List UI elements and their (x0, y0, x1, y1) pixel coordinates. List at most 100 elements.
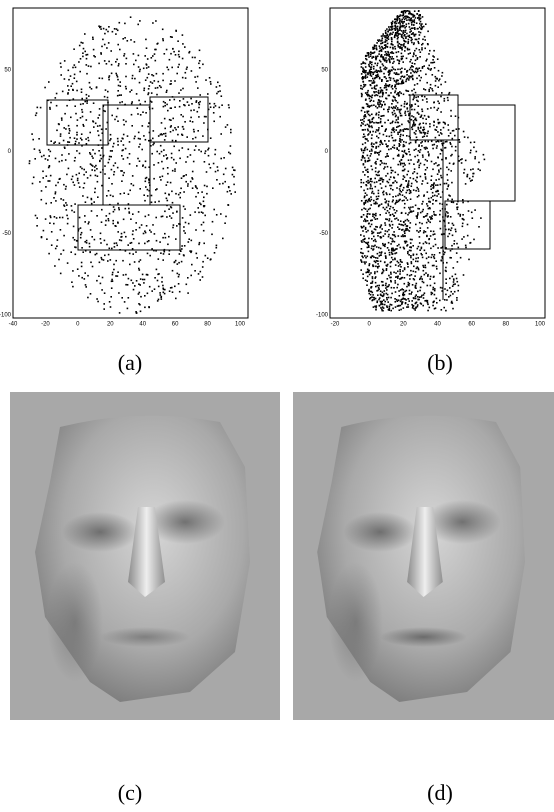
point (381, 35, 383, 37)
point (116, 242, 118, 244)
point (391, 227, 393, 229)
point (161, 296, 163, 298)
point (379, 227, 381, 229)
point (364, 196, 366, 198)
point (88, 65, 90, 67)
point (208, 164, 210, 166)
point (463, 236, 465, 238)
point (376, 290, 378, 292)
point (191, 250, 193, 252)
point (402, 270, 404, 272)
point (449, 287, 451, 289)
point (446, 204, 448, 206)
point (213, 163, 215, 165)
point (474, 156, 476, 158)
point (470, 150, 472, 152)
point (397, 276, 399, 278)
point (420, 287, 422, 289)
point (404, 50, 406, 52)
point (100, 28, 102, 30)
point (369, 115, 371, 117)
point (387, 31, 389, 33)
point (378, 266, 380, 268)
point (378, 171, 380, 173)
point (428, 116, 430, 118)
point (187, 277, 189, 279)
point (190, 117, 192, 119)
point (432, 234, 434, 236)
point (429, 278, 431, 280)
point (375, 286, 377, 288)
point-cloud (29, 16, 236, 313)
point (431, 215, 433, 217)
point (102, 277, 104, 279)
point (51, 231, 53, 233)
point (384, 76, 386, 78)
point (114, 243, 116, 245)
point (165, 154, 167, 156)
point (421, 203, 423, 205)
point (397, 271, 399, 273)
point (162, 259, 164, 261)
point (399, 194, 401, 196)
point (146, 64, 148, 66)
point (370, 187, 372, 189)
point (156, 73, 158, 75)
point (107, 31, 109, 33)
point (106, 215, 108, 217)
point (181, 248, 183, 250)
plot-b: -20020406080100500-50-100 (316, 8, 546, 328)
point (100, 242, 102, 244)
y-tick-label: 50 (321, 68, 328, 74)
point (385, 202, 387, 204)
point (367, 180, 369, 182)
point (221, 104, 223, 106)
point (139, 144, 141, 146)
point (105, 224, 107, 226)
point (383, 73, 385, 75)
point (175, 238, 177, 240)
point (111, 150, 113, 152)
point (381, 162, 383, 164)
point (400, 27, 402, 29)
point (415, 17, 417, 19)
point (377, 158, 379, 160)
point (411, 37, 413, 39)
point (424, 274, 426, 276)
point (154, 53, 156, 55)
point (444, 123, 446, 125)
point (368, 157, 370, 159)
point (428, 91, 430, 93)
point (222, 183, 224, 185)
point (411, 76, 413, 78)
point (68, 79, 70, 81)
point (447, 97, 449, 99)
point (35, 215, 37, 217)
point (74, 74, 76, 76)
point (372, 72, 374, 74)
point (60, 273, 62, 275)
point (49, 180, 51, 182)
point (379, 51, 381, 53)
point (173, 224, 175, 226)
point (381, 228, 383, 230)
point (386, 200, 388, 202)
point (448, 296, 450, 298)
point (438, 80, 440, 82)
point (414, 156, 416, 158)
point (382, 292, 384, 294)
point (379, 232, 381, 234)
point (109, 213, 111, 215)
point (361, 73, 363, 75)
point (440, 129, 442, 131)
point (170, 182, 172, 184)
point (389, 185, 391, 187)
point (404, 267, 406, 269)
point (381, 303, 383, 305)
point (451, 301, 453, 303)
point (421, 26, 423, 28)
point (445, 282, 447, 284)
point (89, 87, 91, 89)
point (405, 114, 407, 116)
point (389, 307, 391, 309)
